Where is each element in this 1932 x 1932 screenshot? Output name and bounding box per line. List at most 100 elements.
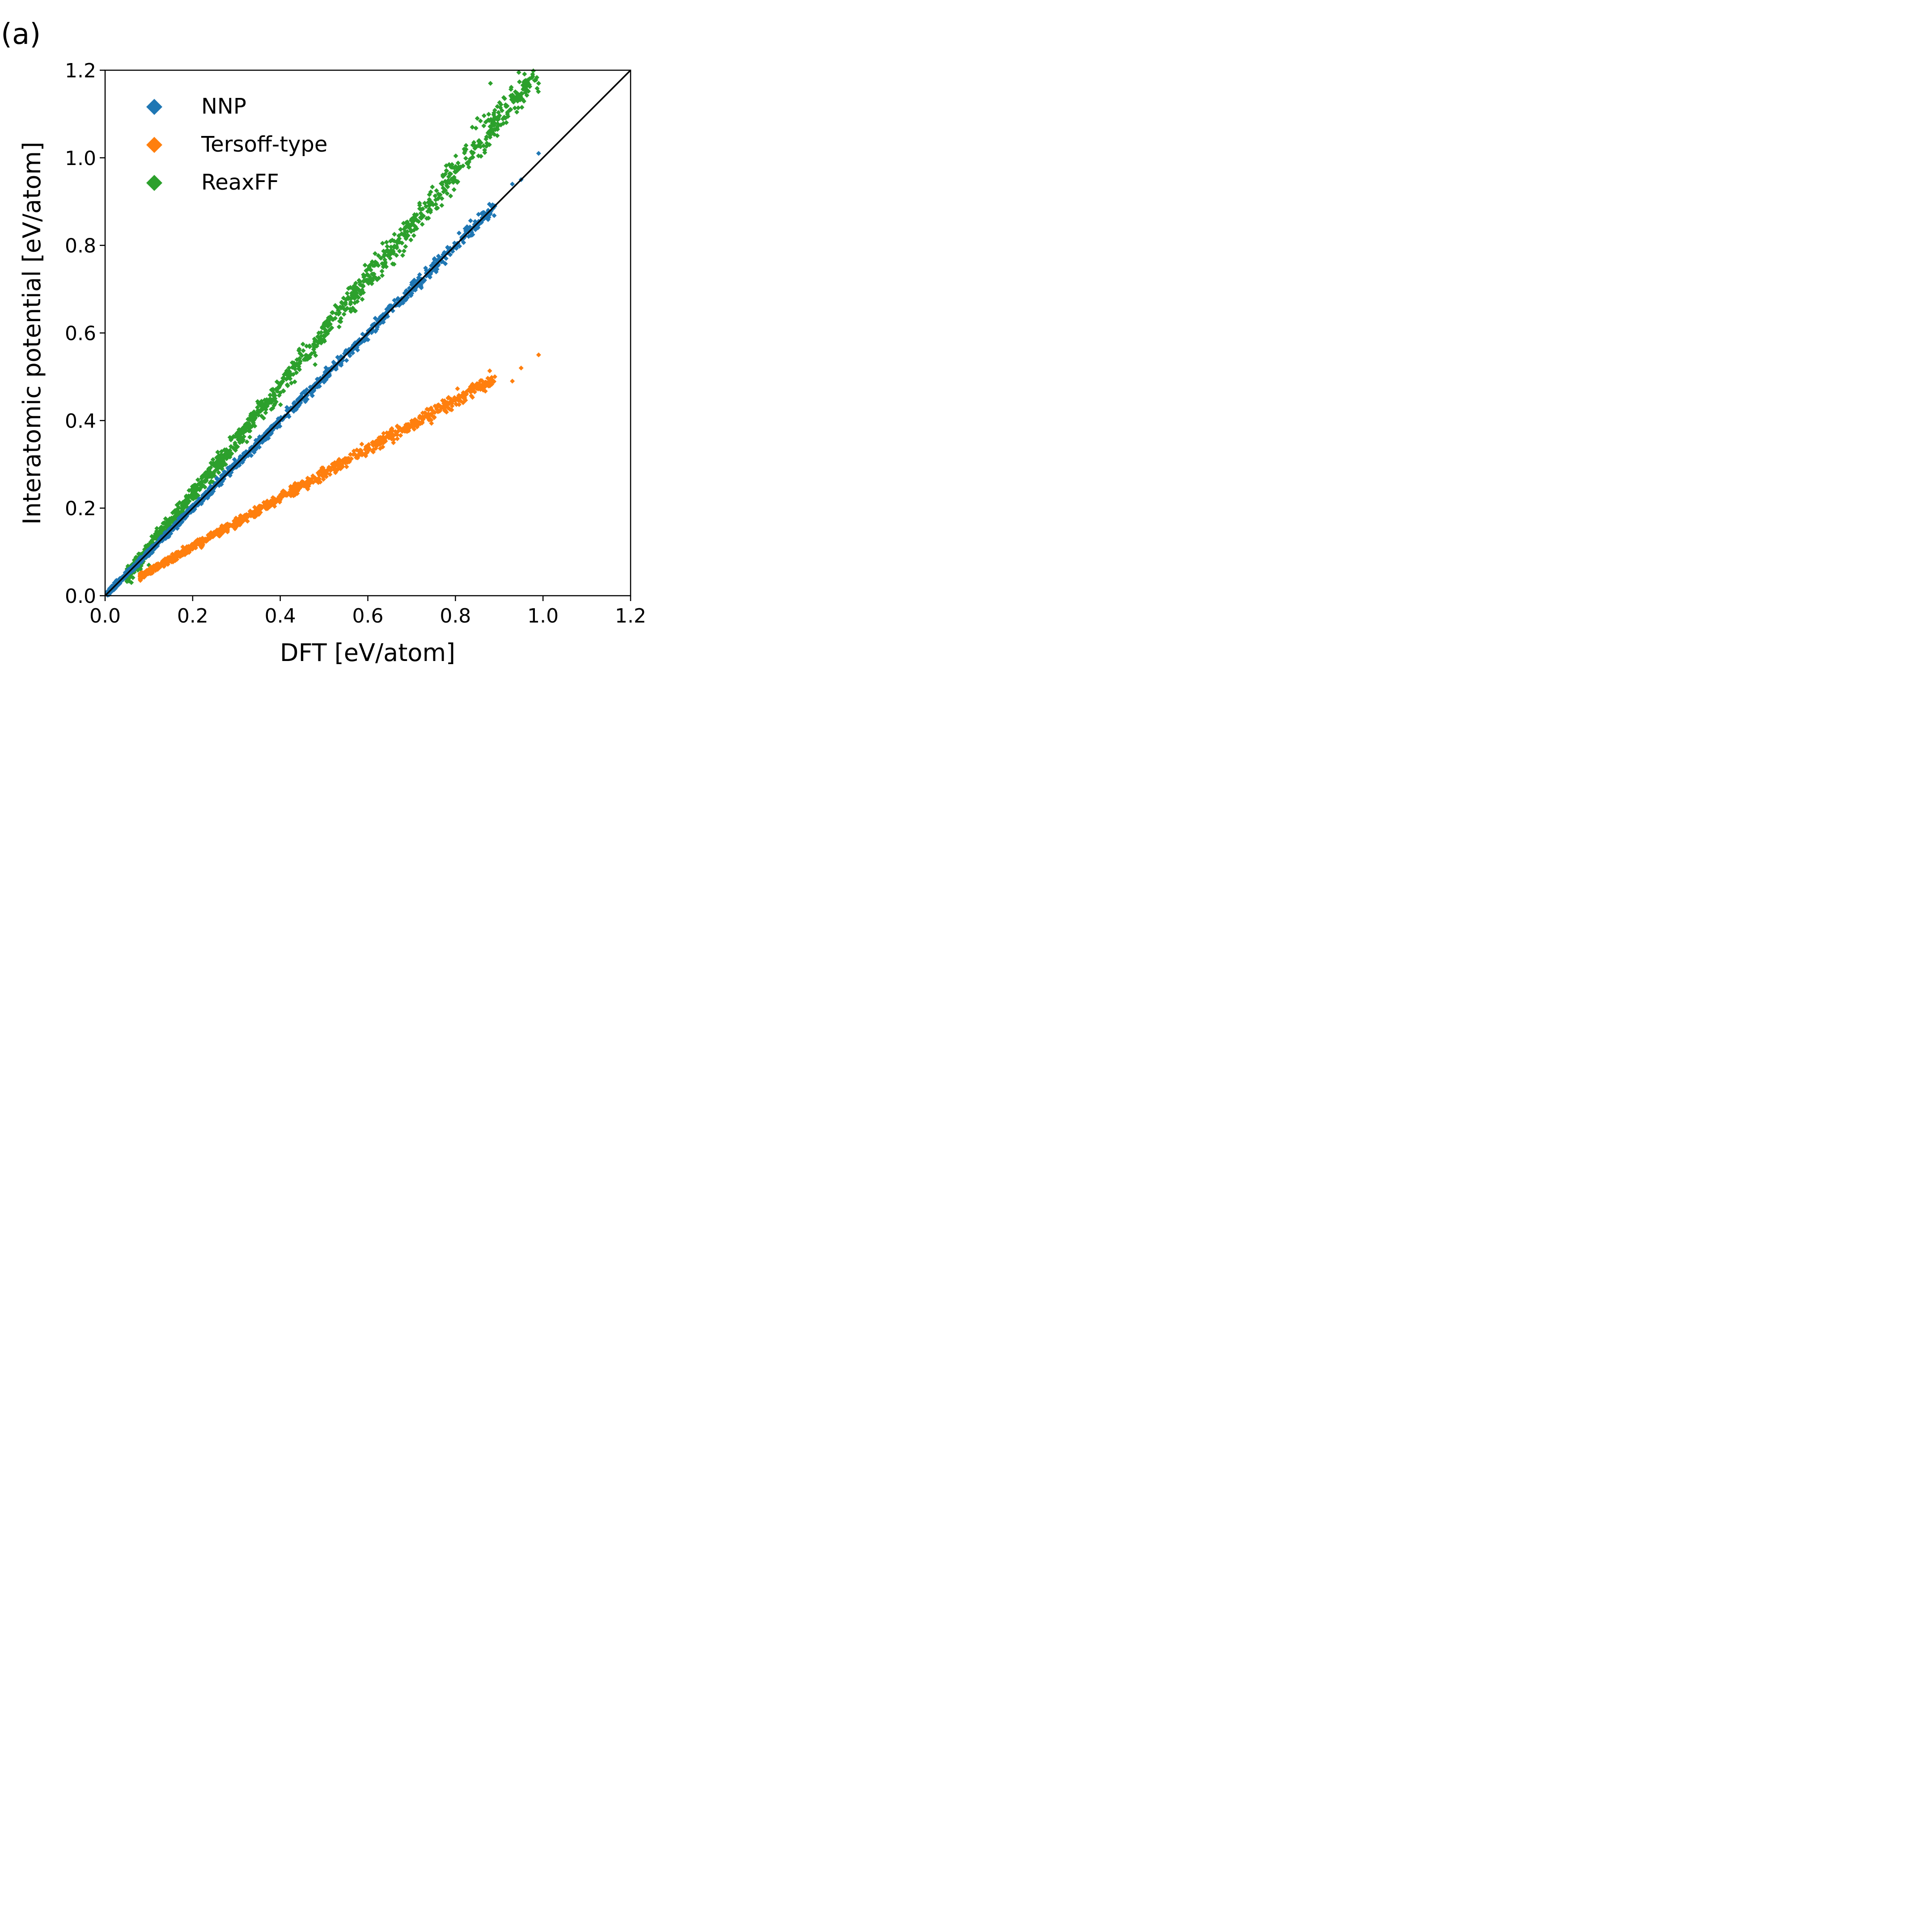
- data-point-reaxff: [326, 321, 331, 326]
- data-point-tersoff-type: [420, 410, 425, 415]
- data-point-reaxff: [531, 68, 536, 74]
- data-point-reaxff: [267, 400, 272, 405]
- data-point-reaxff: [270, 406, 275, 411]
- data-point-reaxff: [322, 330, 328, 335]
- data-point-reaxff: [346, 286, 351, 291]
- data-point-tersoff-type: [471, 386, 476, 391]
- data-point-reaxff: [192, 491, 198, 497]
- data-point-reaxff: [514, 94, 519, 99]
- data-point-reaxff: [391, 262, 397, 267]
- data-point-reaxff: [319, 325, 325, 330]
- data-point-reaxff: [478, 153, 483, 159]
- data-point-tersoff-type: [492, 374, 497, 379]
- data-point-nnp: [335, 355, 340, 360]
- data-point-reaxff: [269, 387, 274, 393]
- data-point-reaxff: [521, 80, 526, 85]
- data-point-reaxff: [335, 308, 341, 313]
- data-point-reaxff: [481, 123, 487, 128]
- data-point-reaxff: [497, 113, 502, 118]
- data-point-reaxff: [292, 361, 297, 366]
- data-point-tersoff-type: [483, 383, 489, 388]
- data-point-reaxff: [451, 187, 457, 192]
- data-point-tersoff-type: [487, 379, 492, 384]
- data-point-nnp: [286, 414, 292, 419]
- data-point-reaxff: [195, 477, 200, 483]
- data-point-reaxff: [316, 339, 321, 344]
- data-point-reaxff: [181, 505, 186, 511]
- data-point-tersoff-type: [411, 427, 417, 432]
- data-point-reaxff: [188, 487, 194, 493]
- data-point-tersoff-type: [442, 401, 447, 407]
- data-point-tersoff-type: [435, 409, 441, 415]
- data-point-tersoff-type: [359, 441, 364, 447]
- data-point-reaxff: [247, 434, 253, 440]
- data-point-reaxff: [301, 357, 307, 362]
- data-point-reaxff: [379, 268, 385, 274]
- data-point-reaxff: [224, 456, 229, 462]
- data-point-tersoff-type: [383, 436, 388, 441]
- data-point-reaxff: [524, 86, 529, 92]
- data-point-reaxff: [385, 247, 390, 253]
- data-point-tersoff-type: [415, 419, 420, 424]
- data-point-nnp: [333, 366, 338, 372]
- data-point-nnp: [344, 358, 349, 363]
- data-point-reaxff: [229, 436, 235, 441]
- data-point-reaxff: [504, 104, 509, 109]
- data-point-tersoff-type: [278, 497, 283, 502]
- data-point-nnp: [491, 213, 497, 218]
- data-point-reaxff: [446, 162, 452, 167]
- data-point-nnp: [467, 225, 473, 230]
- data-point-nnp: [536, 151, 541, 156]
- data-point-tersoff-type: [370, 440, 375, 445]
- data-point-nnp: [446, 248, 451, 254]
- data-point-nnp: [257, 434, 262, 440]
- data-point-tersoff-type: [464, 391, 469, 396]
- x-tick-label: 0.2: [177, 605, 208, 627]
- data-point-nnp: [433, 269, 439, 275]
- data-point-tersoff-type: [391, 440, 396, 445]
- data-point-reaxff: [396, 233, 402, 238]
- data-point-reaxff: [463, 156, 468, 161]
- data-point-reaxff: [484, 144, 489, 149]
- data-point-reaxff: [299, 353, 305, 358]
- data-point-tersoff-type: [180, 544, 186, 550]
- data-point-tersoff-type: [371, 449, 376, 455]
- data-point-tersoff-type: [468, 389, 473, 394]
- data-point-reaxff: [211, 463, 216, 468]
- data-point-tersoff-type: [288, 484, 293, 489]
- data-point-reaxff: [380, 273, 385, 278]
- data-point-tersoff-type: [288, 487, 293, 492]
- data-point-tersoff-type: [429, 420, 434, 426]
- data-point-tersoff-type: [395, 428, 401, 434]
- data-point-reaxff: [138, 566, 143, 572]
- data-point-reaxff: [499, 108, 504, 113]
- data-point-tersoff-type: [145, 570, 150, 575]
- data-point-tersoff-type: [304, 479, 309, 484]
- data-point-reaxff: [361, 290, 366, 295]
- data-point-reaxff: [376, 275, 381, 281]
- data-point-reaxff: [519, 105, 525, 110]
- panel-label: (a): [1, 18, 41, 51]
- data-point-reaxff: [410, 220, 415, 226]
- data-point-tersoff-type: [198, 540, 203, 546]
- data-point-nnp: [161, 533, 167, 538]
- data-point-reaxff: [278, 402, 283, 407]
- data-point-tersoff-type: [381, 431, 386, 436]
- data-point-tersoff-type: [160, 558, 165, 564]
- x-tick-label: 0.0: [89, 605, 121, 627]
- data-point-reaxff: [419, 221, 425, 227]
- data-point-reaxff: [471, 150, 476, 156]
- data-point-reaxff: [286, 365, 292, 371]
- legend-marker-nnp: [146, 99, 162, 115]
- data-point-reaxff: [294, 370, 299, 375]
- data-point-reaxff: [191, 496, 196, 502]
- data-point-tersoff-type: [335, 458, 340, 464]
- data-point-reaxff: [433, 197, 438, 203]
- data-point-tersoff-type: [199, 545, 204, 550]
- data-point-reaxff: [307, 344, 312, 349]
- data-point-reaxff: [202, 479, 208, 484]
- data-point-reaxff: [498, 122, 504, 127]
- data-point-reaxff: [339, 300, 344, 305]
- data-point-reaxff: [395, 240, 400, 246]
- data-point-tersoff-type: [335, 467, 340, 473]
